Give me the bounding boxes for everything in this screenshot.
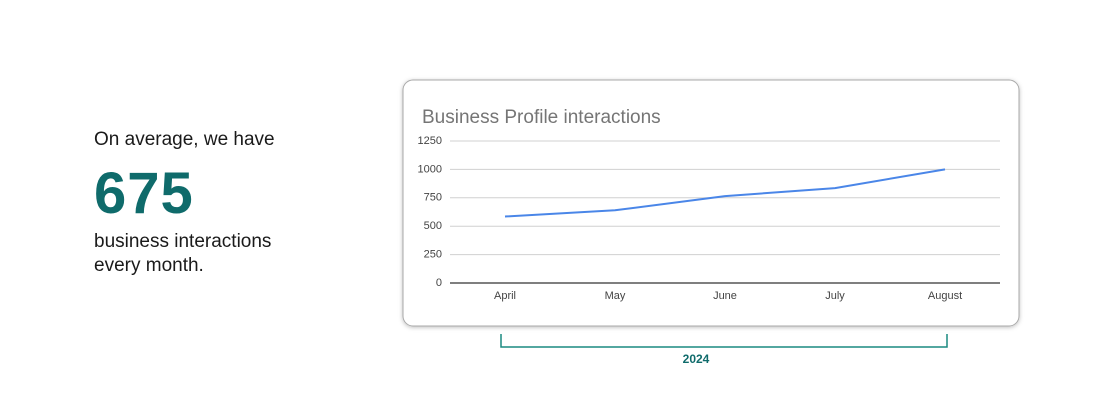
caption-line: every month. (94, 255, 204, 276)
x-tick-label: June (713, 290, 737, 302)
y-tick-label: 500 (424, 220, 442, 232)
data-line (504, 168, 946, 218)
x-tick-label: April (494, 290, 516, 302)
stat-caption: business interactions every month. (94, 230, 275, 278)
y-tick-label: 1250 (418, 135, 442, 147)
period-label: 2024 (683, 352, 710, 366)
period-bracket (500, 334, 948, 348)
x-tick-label: August (928, 290, 962, 302)
intro-text: On average, we have (94, 129, 275, 150)
y-tick-label: 250 (424, 249, 442, 261)
y-tick-label: 0 (436, 277, 442, 289)
x-tick-label: May (605, 290, 626, 302)
caption-line: business interactions (94, 231, 272, 252)
x-tick-label: July (825, 290, 845, 302)
y-tick-label: 1000 (418, 163, 442, 175)
stat-number: 675 (94, 161, 194, 226)
y-tick-label: 750 (424, 192, 442, 204)
chart-title: Business Profile interactions (422, 107, 661, 128)
summary: On average, we have 675 business interac… (94, 126, 275, 278)
